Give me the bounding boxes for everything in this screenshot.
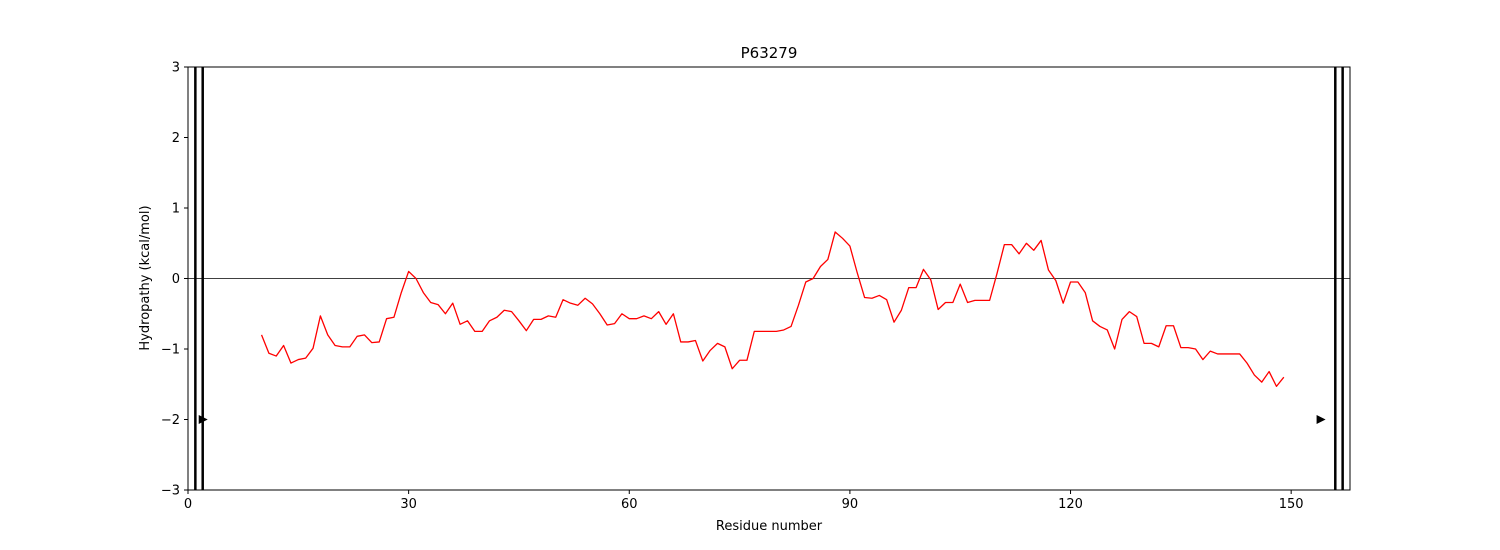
marker-triangle-1 <box>1316 415 1326 424</box>
x-tick-label: 120 <box>1058 497 1083 512</box>
hydropathy-series-line-0 <box>260 231 1285 388</box>
x-tick-label: 0 <box>184 497 192 512</box>
y-tick-label: −1 <box>161 343 180 358</box>
y-tick-label: 3 <box>172 61 180 76</box>
y-tick-label: 2 <box>172 131 180 146</box>
y-tick-label: −3 <box>161 484 180 499</box>
y-tick-label: −2 <box>161 413 180 428</box>
plot-area <box>188 67 1350 490</box>
y-axis-label: Hydropathy (kcal/mol) <box>138 205 153 350</box>
x-tick-label: 60 <box>621 497 638 512</box>
y-tick-label: 0 <box>172 272 180 287</box>
x-axis-label: Residue number <box>716 519 823 534</box>
axis-ticks: 0 30 60 90 120 150 −3 −2 −1 0 1 2 3 <box>161 61 1304 513</box>
x-tick-label: 150 <box>1279 497 1304 512</box>
y-tick-label: 1 <box>172 202 180 217</box>
x-tick-label: 90 <box>842 497 859 512</box>
chart-title: P63279 <box>741 44 798 62</box>
x-tick-label: 30 <box>400 497 417 512</box>
marker-triangle-0 <box>198 415 208 424</box>
